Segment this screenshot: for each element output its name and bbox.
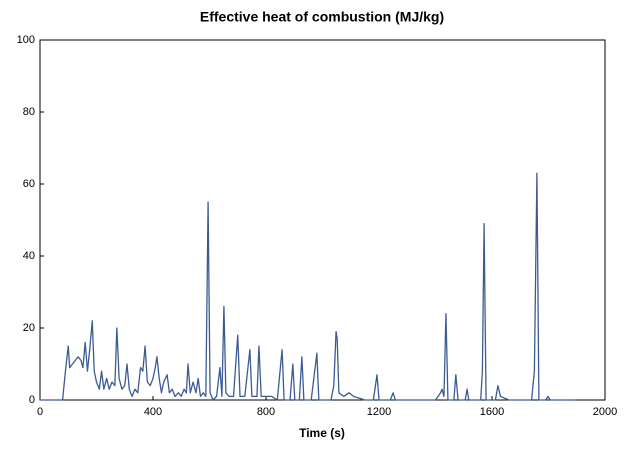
x-tick-label: 1600 <box>480 406 504 418</box>
x-axis-label: Time (s) <box>299 426 345 440</box>
x-tick-label: 800 <box>257 406 275 418</box>
y-tick-label: 100 <box>17 34 35 46</box>
y-tick-label: 40 <box>23 250 35 262</box>
x-tick-label: 400 <box>144 406 162 418</box>
x-tick-label: 0 <box>37 406 43 418</box>
y-tick-label: 20 <box>23 322 35 334</box>
chart-title: Effective heat of combustion (MJ/kg) <box>200 9 444 25</box>
x-tick-label: 1200 <box>367 406 391 418</box>
data-line <box>40 172 576 401</box>
y-tick-label: 0 <box>29 394 35 406</box>
x-tick-label: 2000 <box>593 406 617 418</box>
plot-frame <box>39 39 606 401</box>
y-tick-label: 60 <box>23 178 35 190</box>
y-tick-label: 80 <box>23 106 35 118</box>
